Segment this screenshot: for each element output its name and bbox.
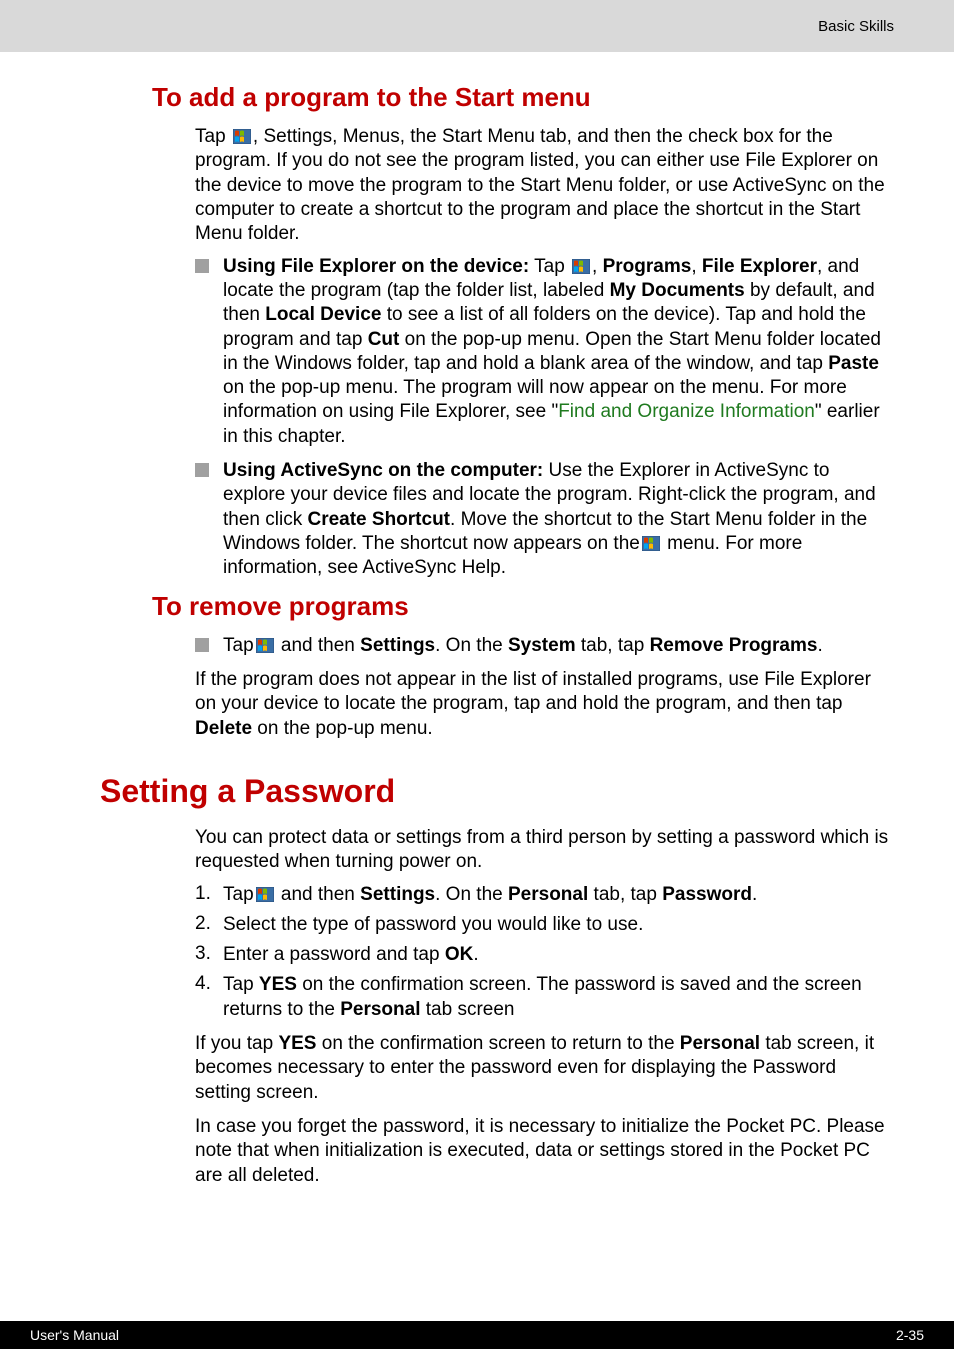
windows-flag-icon bbox=[256, 636, 274, 651]
bullet-activesync: Using ActiveSync on the computer: Use th… bbox=[195, 459, 894, 581]
heading-setting-password: Setting a Password bbox=[100, 773, 894, 810]
step-3: 3. Enter a password and tap OK. bbox=[195, 943, 894, 967]
step-2: 2. Select the type of password you would… bbox=[195, 913, 894, 937]
step-1: 1. Tap and then Settings. On the Persona… bbox=[195, 883, 894, 907]
windows-flag-icon bbox=[233, 127, 251, 142]
add-program-bullets: Using File Explorer on the device: Tap ,… bbox=[195, 255, 894, 581]
heading-remove-programs: To remove programs bbox=[152, 591, 894, 622]
footer-manual: User's Manual bbox=[30, 1327, 119, 1343]
bullet-file-explorer: Using File Explorer on the device: Tap ,… bbox=[195, 255, 894, 450]
password-intro: You can protect data or settings from a … bbox=[195, 826, 894, 875]
page-content: To add a program to the Start menu Tap ,… bbox=[0, 52, 954, 1188]
password-steps: 1. Tap and then Settings. On the Persona… bbox=[195, 883, 894, 1023]
heading-add-program: To add a program to the Start menu bbox=[152, 82, 894, 113]
step-4: 4. Tap YES on the confirmation screen. T… bbox=[195, 973, 894, 1022]
header-bar: Basic Skills bbox=[0, 0, 954, 52]
password-para2: If you tap YES on the confirmation scree… bbox=[195, 1032, 894, 1105]
footer-bar: User's Manual 2-35 bbox=[0, 1321, 954, 1349]
bullet-icon bbox=[195, 463, 209, 477]
link-find-organize[interactable]: Find and Organize Information bbox=[558, 401, 815, 422]
bullet-remove-tap: Tap and then Settings. On the System tab… bbox=[195, 634, 894, 658]
add-program-intro: Tap , Settings, Menus, the Start Menu ta… bbox=[195, 125, 894, 247]
footer-page: 2-35 bbox=[896, 1327, 924, 1343]
remove-programs-bullets: Tap and then Settings. On the System tab… bbox=[195, 634, 894, 658]
chapter-name: Basic Skills bbox=[818, 18, 894, 35]
remove-programs-note: If the program does not appear in the li… bbox=[195, 668, 894, 741]
bullet-icon bbox=[195, 638, 209, 652]
password-para3: In case you forget the password, it is n… bbox=[195, 1115, 894, 1188]
bullet-icon bbox=[195, 259, 209, 273]
windows-flag-icon bbox=[642, 534, 660, 549]
windows-flag-icon bbox=[256, 885, 274, 900]
windows-flag-icon bbox=[572, 257, 590, 272]
